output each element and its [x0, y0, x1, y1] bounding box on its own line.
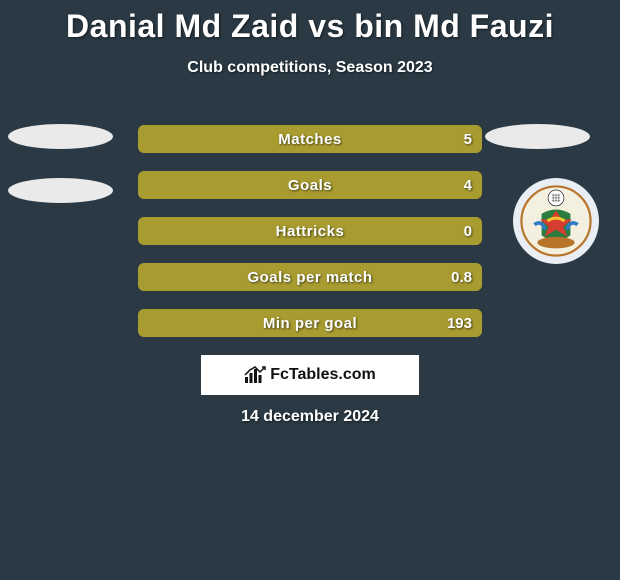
stat-label: Goals per match: [247, 269, 372, 286]
stat-value: 5: [464, 131, 472, 148]
player1-club-placeholder: [8, 178, 113, 203]
stat-value: 4: [464, 177, 472, 194]
stat-value: 0.8: [451, 269, 472, 286]
stat-bar-hattricks: Hattricks 0: [138, 217, 482, 245]
stat-label: Matches: [278, 131, 342, 148]
brand-chart-icon: [244, 365, 266, 385]
stat-label: Hattricks: [276, 223, 345, 240]
subtitle: Club competitions, Season 2023: [0, 59, 620, 77]
player1-avatar-placeholder: [8, 124, 113, 149]
club-crest-icon: [520, 185, 592, 257]
player2-club-badge: [513, 178, 599, 264]
footer-date: 14 december 2024: [0, 408, 620, 426]
stat-bar-min-per-goal: Min per goal 193: [138, 309, 482, 337]
stat-bar-goals: Goals 4: [138, 171, 482, 199]
stat-label: Goals: [288, 177, 332, 194]
brand-box: FcTables.com: [201, 355, 419, 395]
page-title: Danial Md Zaid vs bin Md Fauzi: [0, 0, 620, 45]
stat-label: Min per goal: [263, 315, 357, 332]
player2-avatar-placeholder: [485, 124, 590, 149]
stats-bars: Matches 5 Goals 4 Hattricks 0 Goals per …: [138, 125, 482, 355]
stat-bar-goals-per-match: Goals per match 0.8: [138, 263, 482, 291]
brand-text: FcTables.com: [270, 366, 376, 384]
stat-bar-matches: Matches 5: [138, 125, 482, 153]
stat-value: 193: [447, 315, 472, 332]
stat-value: 0: [464, 223, 472, 240]
